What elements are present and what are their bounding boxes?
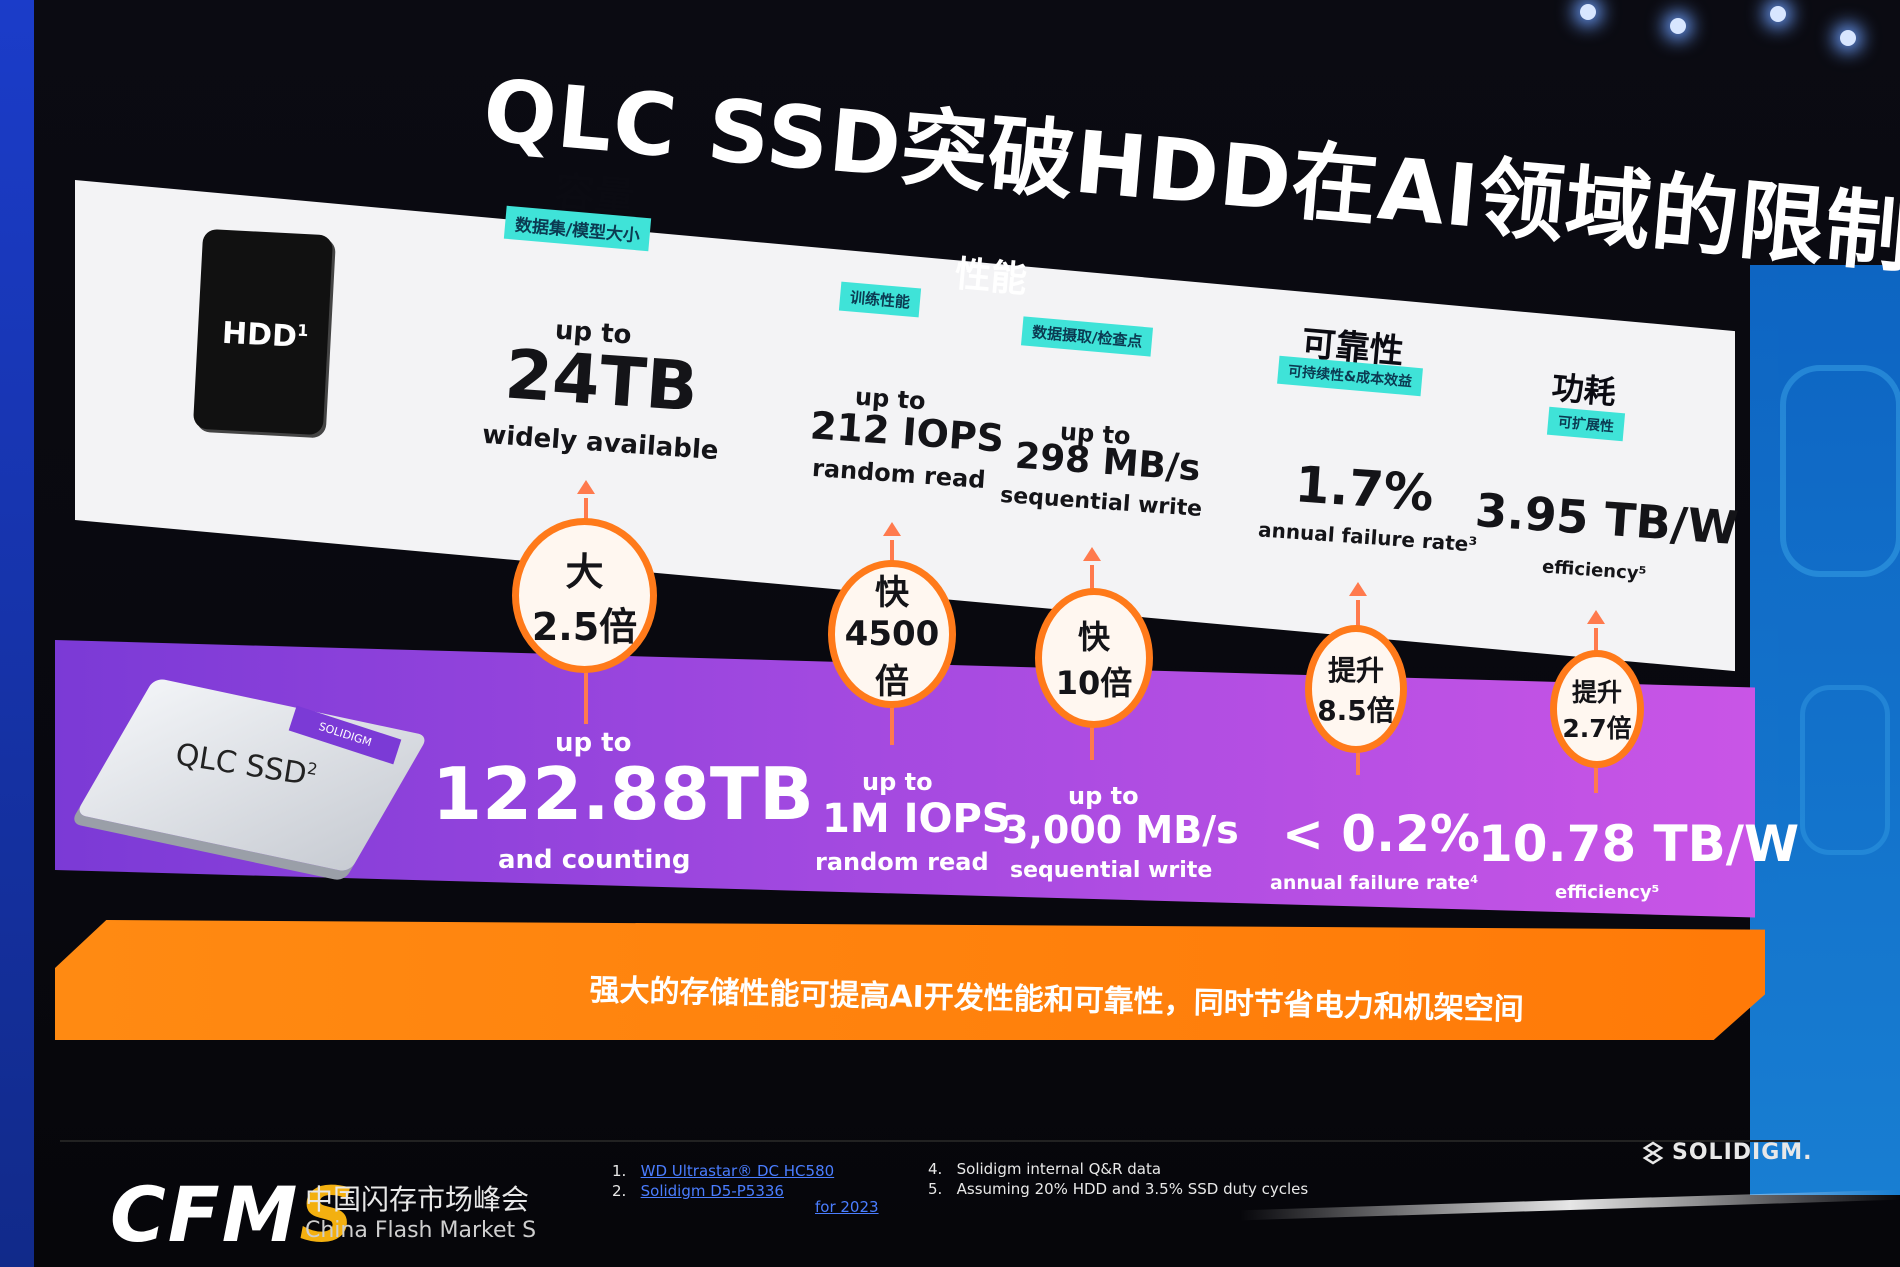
arrow-up-icon bbox=[577, 480, 595, 494]
footnote-1: 1. WD Ultrastar® DC HC580 bbox=[612, 1162, 835, 1180]
arrow-up-icon bbox=[1083, 547, 1101, 561]
multiplier-bubble-iops: 快 4500倍 bbox=[828, 560, 956, 708]
bubble-line1: 快 bbox=[1077, 618, 1110, 656]
category-power-title: 功耗 bbox=[1550, 368, 1618, 412]
ssd-seq-sub: sequential write bbox=[1010, 858, 1213, 883]
hdd-afr-value: 1.7% bbox=[1293, 455, 1436, 523]
multiplier-bubble-capacity: 大 2.5倍 bbox=[512, 518, 657, 673]
ssd-capacity-sub: and counting bbox=[498, 845, 691, 875]
bubble-line2: 10倍 bbox=[1055, 664, 1133, 702]
footer-divider bbox=[60, 1140, 1800, 1142]
ssd-iops-value: 1M IOPS bbox=[822, 796, 1011, 842]
category-performance-title: 性能 bbox=[953, 253, 1029, 302]
bubble-line1: 快 bbox=[875, 573, 909, 613]
footnote-2: 2. Solidigm D5-P5336 bbox=[612, 1182, 784, 1200]
ssd-iops-upto: up to bbox=[862, 768, 933, 796]
footnote-4: 4. Solidigm internal Q&R data bbox=[928, 1160, 1162, 1178]
bubble-line2: 2.5倍 bbox=[531, 604, 638, 649]
ssd-seq-value: 3,000 MB/s bbox=[1002, 808, 1239, 852]
hdd-capacity-value: 24TB bbox=[502, 335, 701, 428]
footnote-3-partial: for 2023 bbox=[815, 1198, 879, 1216]
bubble-line1: 提升 bbox=[1571, 678, 1622, 707]
bubble-line2: 8.5倍 bbox=[1317, 694, 1395, 727]
ssd-eff-value: 10.78 TB/W bbox=[1478, 815, 1800, 873]
cfms-logo: CFMS bbox=[110, 1170, 357, 1259]
ssd-afr-value: < 0.2% bbox=[1282, 805, 1480, 863]
ssd-eff-sub: efficiency⁵ bbox=[1555, 882, 1660, 903]
stage-light bbox=[1770, 6, 1786, 22]
stage-light-strip bbox=[1240, 1189, 1900, 1221]
stage-lights bbox=[1520, 0, 1880, 70]
ssd-iops-sub: random read bbox=[815, 848, 989, 876]
arrow-up-icon bbox=[1587, 610, 1605, 624]
stage-light bbox=[1670, 18, 1686, 34]
ssd-afr-sub: annual failure rate⁴ bbox=[1270, 872, 1479, 894]
bubble-line1: 提升 bbox=[1327, 654, 1384, 687]
ssd-capacity-upto: up to bbox=[555, 728, 632, 758]
stage-light bbox=[1840, 30, 1856, 46]
multiplier-bubble-eff: 提升 2.7倍 bbox=[1550, 650, 1644, 768]
solidigm-logo: SOLIDIGM. bbox=[1640, 1140, 1813, 1166]
slogan-band bbox=[55, 920, 1765, 1040]
event-name-cn: 中国闪存市场峰会 bbox=[305, 1183, 530, 1216]
arrow-up-icon bbox=[883, 522, 901, 536]
right-side-screen bbox=[1750, 265, 1900, 1195]
event-name-en: China Flash Market S bbox=[305, 1218, 537, 1243]
ssd-seq-upto: up to bbox=[1068, 782, 1139, 810]
footnote-5: 5. Assuming 20% HDD and 3.5% SSD duty cy… bbox=[928, 1180, 1309, 1198]
bubble-line2: 4500倍 bbox=[844, 614, 940, 702]
bubble-line1: 大 bbox=[565, 549, 604, 594]
solidigm-icon bbox=[1642, 1141, 1664, 1165]
decorative-graphic bbox=[1780, 365, 1900, 577]
arrow-up-icon bbox=[1349, 582, 1367, 596]
ssd-capacity-value: 122.88TB bbox=[432, 752, 814, 836]
hdd-label: HDD1 bbox=[221, 315, 309, 355]
stage-light bbox=[1580, 4, 1596, 20]
left-screen-edge bbox=[0, 0, 34, 1267]
decorative-graphic bbox=[1800, 685, 1890, 855]
multiplier-bubble-afr: 提升 8.5倍 bbox=[1305, 625, 1407, 753]
multiplier-bubble-seq: 快 10倍 bbox=[1035, 588, 1153, 728]
bubble-line2: 2.7倍 bbox=[1562, 714, 1632, 743]
